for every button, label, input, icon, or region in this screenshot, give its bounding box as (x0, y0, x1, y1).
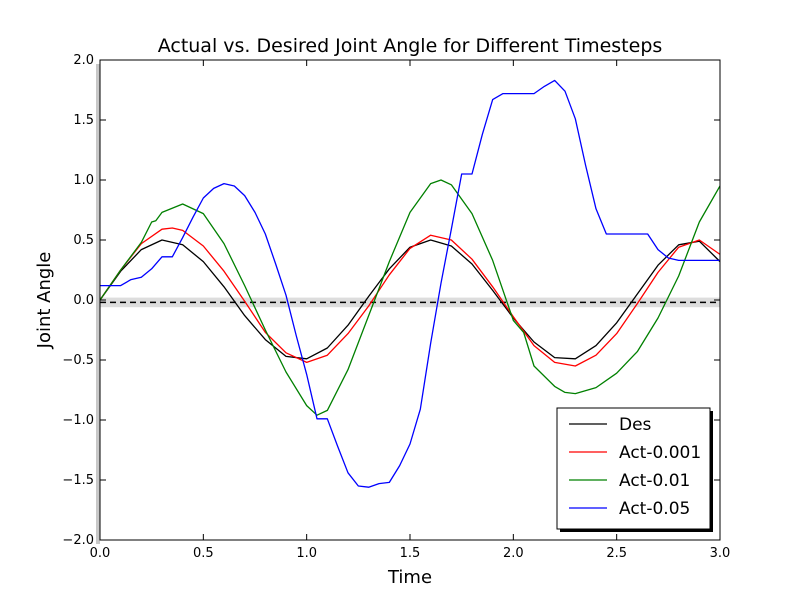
legend-label-1: Des (619, 415, 652, 435)
y-tick-label: 1.5 (73, 113, 94, 128)
y-tick-label: −1.5 (62, 473, 94, 488)
x-tick-label: 2.5 (606, 546, 627, 561)
legend-label-2: Act-0.001 (619, 443, 701, 463)
x-tick-label: 1.0 (296, 546, 317, 561)
x-tick-label: 0.0 (90, 546, 111, 561)
x-tick-label: 0.5 (193, 546, 214, 561)
y-tick-label: 2.0 (73, 53, 94, 68)
series-line-2 (100, 227, 720, 367)
y-tick-label: −2.0 (62, 533, 94, 548)
x-axis-label: Time (387, 567, 432, 588)
series-line-3 (100, 179, 720, 416)
y-tick-label: −1.0 (62, 413, 94, 428)
y-tick-label: 0.5 (73, 233, 94, 248)
series-line-4 (100, 79, 720, 488)
chart-title: Actual vs. Desired Joint Angle for Diffe… (158, 35, 663, 57)
y-tick-label: 1.0 (73, 173, 94, 188)
legend-label-3: Act-0.01 (619, 471, 690, 491)
y-axis-label: Joint Angle (34, 252, 55, 350)
series-line-1 (100, 239, 720, 360)
left-axis-shadow (96, 64, 100, 544)
y-tick-label: −0.5 (62, 353, 94, 368)
x-tick-label: 1.5 (400, 546, 421, 561)
series-group (100, 79, 720, 488)
x-tick-label: 3.0 (710, 546, 731, 561)
legend-box (556, 407, 711, 530)
legend-label-4: Act-0.05 (619, 499, 690, 519)
y-tick-label: 0.0 (73, 293, 94, 308)
x-tick-label: 2.0 (503, 546, 524, 561)
